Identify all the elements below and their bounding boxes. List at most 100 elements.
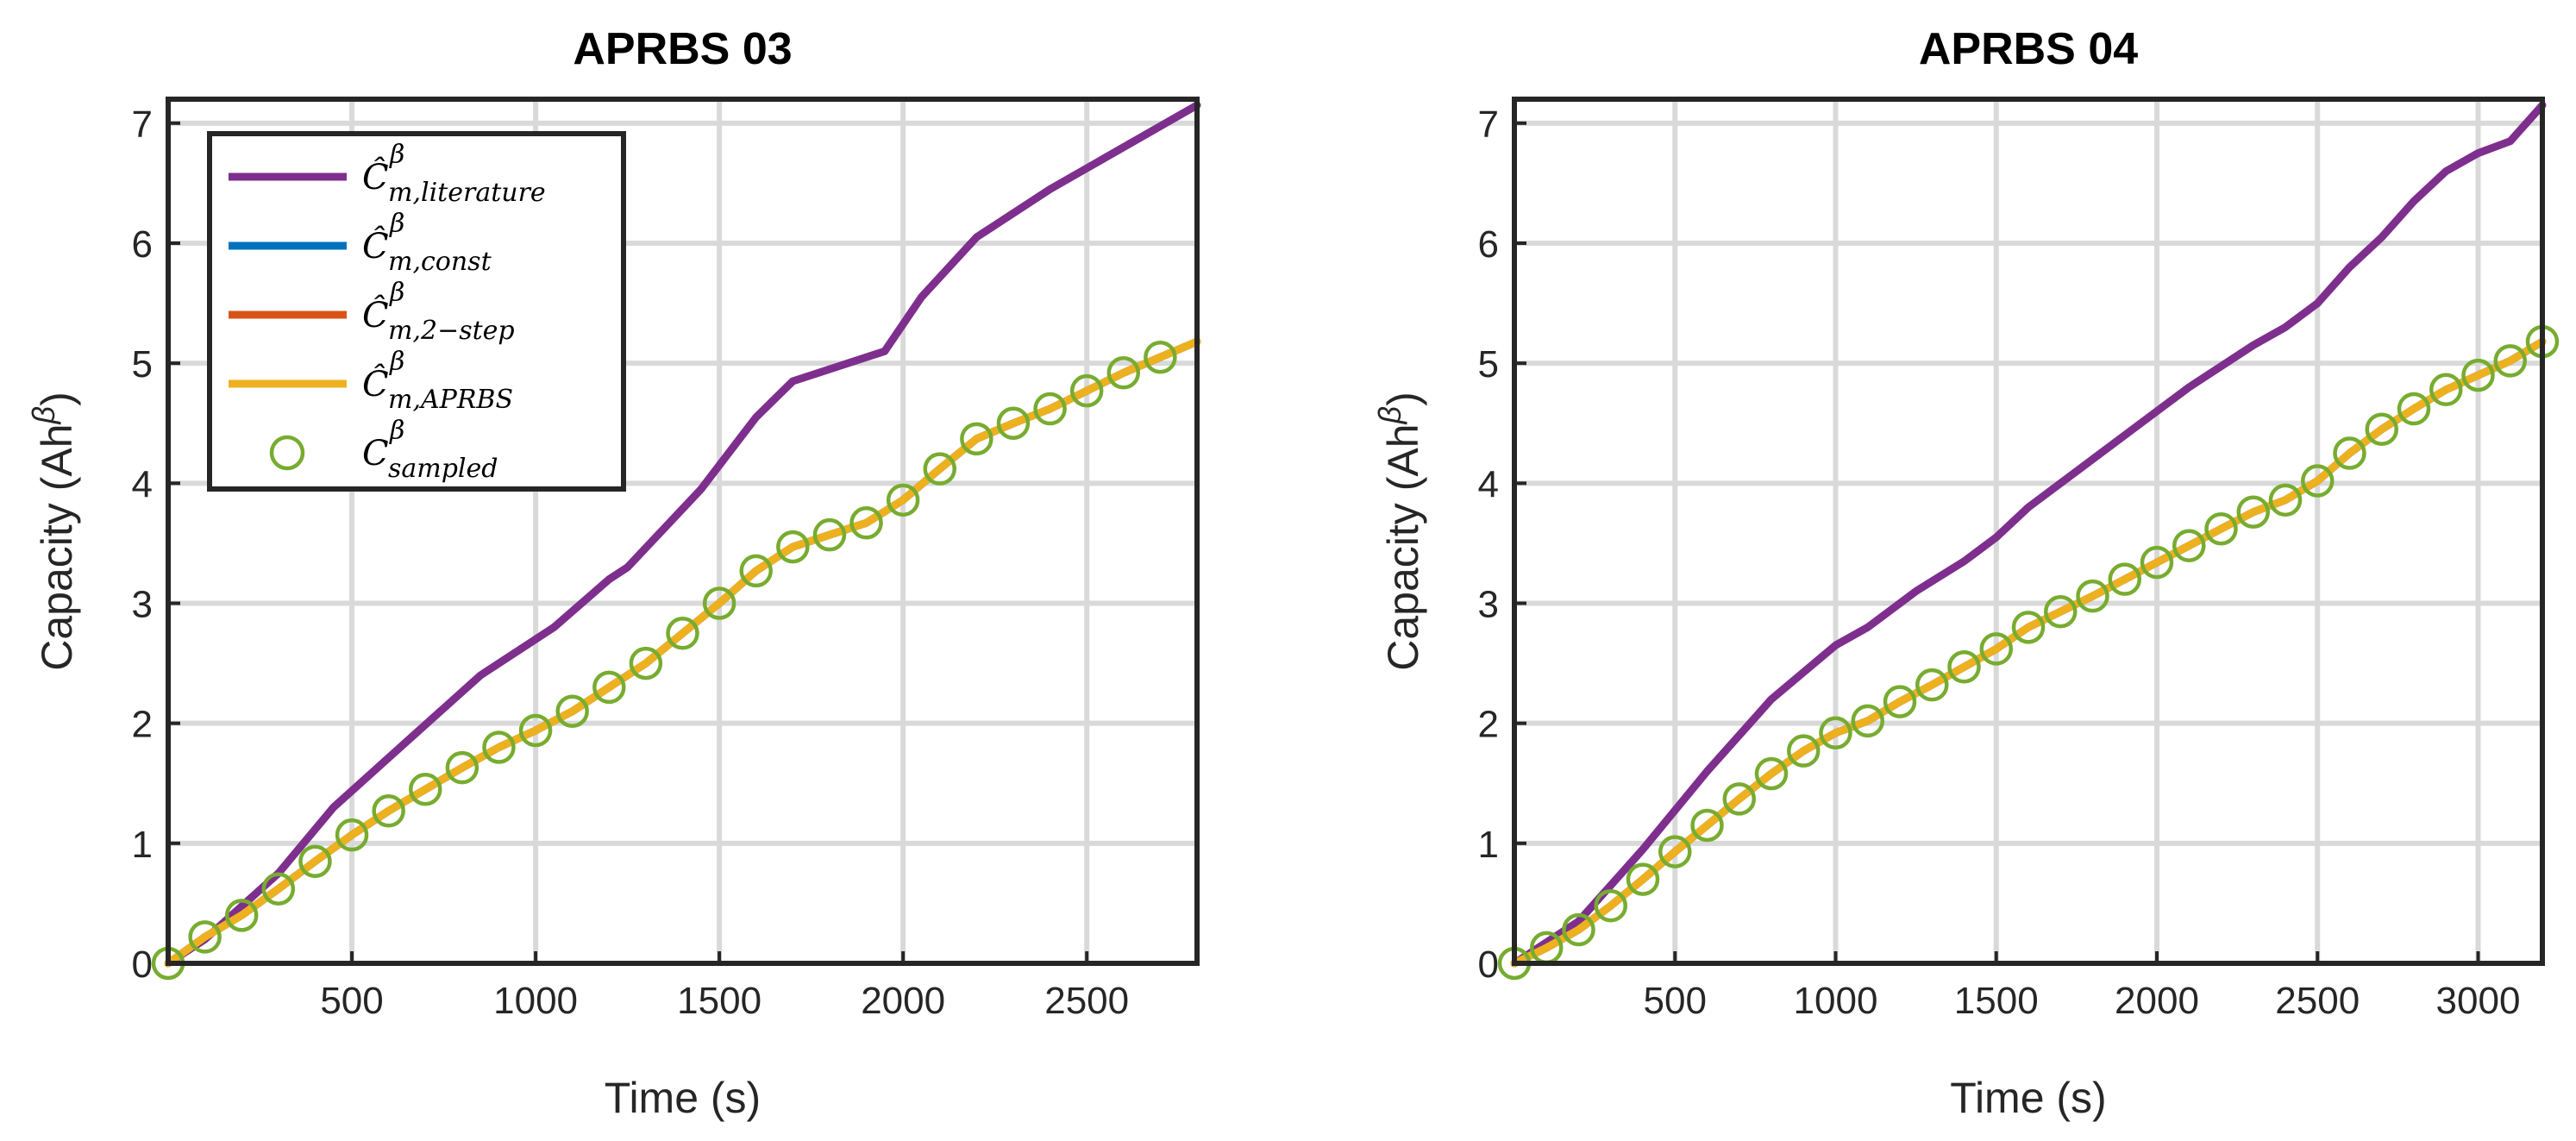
sampled-point (2011, 611, 2046, 644)
x-tick-label: 3000 (2436, 980, 2521, 1022)
legend-item-literature: Ĉβ m,literature (229, 140, 546, 208)
sampled-point (1851, 704, 1884, 738)
sampled-point (482, 730, 516, 764)
y-tick-label: 4 (1478, 463, 1499, 505)
x-tick-label: 2000 (2115, 980, 2199, 1022)
sampled-point (1883, 685, 1917, 718)
y-tick-label: 4 (132, 463, 153, 505)
sampled-point (518, 713, 553, 748)
x-tick-label: 1000 (493, 980, 578, 1022)
legend-symbol: Ĉ (362, 364, 389, 404)
sampled-point (224, 899, 259, 932)
chart-2: 500 1000 1500 2000 2500 3000 0 1 2 3 4 5 6 7 APRBS 04 T… (1372, 24, 2560, 1122)
sampled-point (1979, 632, 2013, 666)
sampled-point (886, 483, 920, 517)
sampled-point (1144, 340, 1177, 374)
legend-superscript: β (389, 209, 404, 239)
y-axis-label: Capacity (Ahβ) (1372, 392, 1427, 670)
sampled-point (849, 506, 883, 540)
legend-symbol: Ĉ (362, 295, 389, 335)
sampled-point (409, 772, 442, 806)
x-tick-label: 2000 (861, 980, 945, 1022)
x-tick-label: 500 (320, 980, 383, 1022)
y-tick-label: 6 (1478, 223, 1499, 266)
x-axis-label: Time (s) (1950, 1074, 2106, 1122)
y-tick-label: 2 (132, 704, 153, 746)
sampled-point (1787, 734, 1821, 768)
sampled-point (2429, 373, 2463, 407)
chart-title: APRBS 04 (1919, 24, 2138, 74)
sampled-point (1819, 716, 1852, 750)
sampled-point (1106, 356, 1141, 390)
y-axis-label-main: Capacity (Ah (33, 424, 81, 671)
sampled-point (1033, 392, 1067, 426)
y-tick-label: 1 (1478, 824, 1499, 866)
sampled-point (666, 617, 699, 650)
sampled-point (1594, 888, 1627, 923)
sampled-point (629, 646, 663, 680)
y-tick-label: 6 (132, 223, 153, 266)
sampled-point (739, 554, 773, 588)
legend-subscript: m,APRBS (388, 385, 513, 415)
sampled-point (1069, 373, 1104, 408)
sampled-point (2140, 545, 2174, 580)
sampled-point (445, 750, 479, 785)
y-axis-label-main: Capacity (Ah (1379, 424, 1427, 671)
sampled-point (2493, 344, 2527, 378)
sampled-point (2365, 412, 2398, 446)
sampled-point (702, 586, 736, 620)
legend-symbol: Ĉ (362, 226, 389, 266)
sampled-point (372, 794, 405, 828)
sampled-point (2204, 511, 2238, 546)
sampled-point (2236, 495, 2270, 529)
y-tick-label: 7 (132, 103, 153, 146)
legend-item-two_step: Ĉβ m,2−step (229, 278, 515, 346)
sampled-point (2301, 464, 2335, 498)
x-tick-label: 1000 (1794, 980, 1878, 1022)
axes-box (1512, 97, 2545, 966)
y-tick-label: 7 (1478, 103, 1499, 146)
sampled-point (555, 694, 589, 728)
sampled-point (1722, 782, 1756, 816)
legend-superscript: β (389, 416, 404, 446)
sampled-point (1754, 756, 1789, 791)
legend-superscript: β (389, 140, 404, 170)
x-tick-label: 500 (1644, 980, 1707, 1022)
sampled-point (298, 844, 332, 878)
y-axis-label-end: ) (33, 392, 81, 406)
chart-title: APRBS 03 (573, 24, 792, 74)
sampled-point (2333, 436, 2366, 470)
y-tick-label: 2 (1478, 704, 1499, 746)
sampled-point (2108, 562, 2141, 596)
sampled-point (2268, 483, 2303, 517)
sampled-point (996, 406, 1031, 440)
y-tick-label: 3 (1478, 584, 1499, 626)
sampled-point (592, 670, 626, 705)
series-line-literature (1510, 101, 2547, 968)
legend: Ĉβm,literatureĈβm,constĈβm,2−stepĈβm,APR… (207, 131, 626, 492)
y-tick-label: 0 (132, 944, 153, 986)
legend-superscript: β (389, 278, 404, 308)
sampled-point (776, 530, 810, 564)
sampled-point (2076, 579, 2109, 613)
sampled-point (261, 872, 296, 906)
chart-1: 500 1000 1500 2000 2500 0 1 2 3 4 5 6 7 APRBS 03 Time … (26, 24, 1201, 1122)
axes-box (166, 97, 1200, 966)
sampled-point (1947, 650, 1981, 684)
sampled-point (1690, 808, 1724, 843)
y-axis-label-sup: β (26, 406, 61, 425)
sampled-point (188, 920, 222, 954)
sampled-point (1562, 912, 1595, 947)
legend-subscript: m,literature (388, 178, 546, 208)
x-axis-label: Time (s) (605, 1074, 761, 1122)
legend-subscript: m,2−step (388, 316, 515, 346)
legend-superscript: β (389, 347, 404, 377)
x-tick-label: 1500 (1954, 980, 2039, 1022)
sampled-point (1626, 862, 1660, 896)
legend-symbol: Ĉ (362, 157, 389, 197)
y-axis-label-end: ) (1379, 392, 1427, 406)
series-line-literature (164, 101, 1201, 968)
y-axis-label-sup: β (1372, 406, 1407, 425)
legend-symbol: C (362, 434, 389, 473)
sampled-point (812, 517, 847, 552)
